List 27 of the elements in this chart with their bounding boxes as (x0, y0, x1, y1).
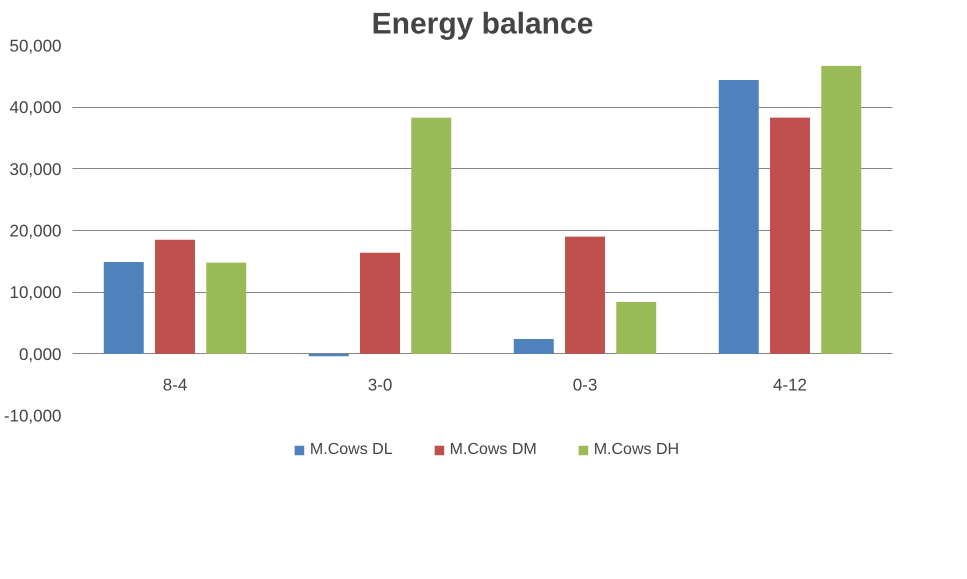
bar (514, 339, 554, 354)
bar (411, 118, 452, 354)
y-tick-label: 0,000 (18, 344, 62, 364)
bar (565, 236, 605, 354)
y-tick-label: 30,000 (10, 160, 62, 179)
y-tick-label: 40,000 (10, 98, 62, 118)
x-tick-label: 8-4 (162, 376, 188, 395)
bar (104, 262, 144, 354)
bar (206, 262, 246, 354)
bar (308, 354, 349, 356)
legend-label: M.Cows DH (594, 441, 680, 459)
x-tick-label: 0-3 (572, 376, 598, 395)
bar (360, 252, 400, 354)
x-tick-label: 3-0 (368, 376, 392, 395)
bar (616, 302, 656, 354)
chart-title: Energy balance (372, 8, 594, 40)
legend-label: M.Cows DL (310, 441, 393, 459)
x-tick-label: 4-12 (772, 376, 808, 395)
bar (770, 118, 810, 354)
bar (718, 80, 759, 354)
legend-label: M.Cows DM (450, 441, 537, 459)
bar (821, 66, 862, 354)
bar (155, 240, 195, 354)
y-tick-label: 20,000 (10, 222, 62, 240)
y-tick-label: 10,000 (10, 283, 62, 302)
y-tick-label: -10,000 (4, 406, 62, 426)
y-tick-label: 50,000 (10, 36, 62, 56)
